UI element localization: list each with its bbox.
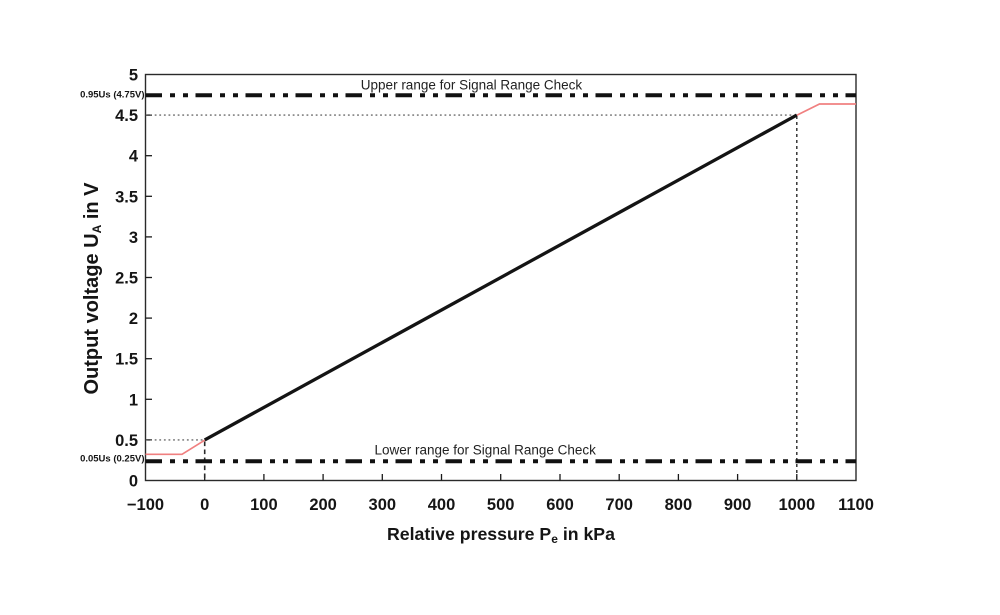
svg-text:800: 800 bbox=[665, 496, 693, 514]
svg-text:1100: 1100 bbox=[838, 496, 874, 514]
svg-text:700: 700 bbox=[605, 496, 633, 514]
svg-text:500: 500 bbox=[487, 496, 515, 514]
svg-text:2: 2 bbox=[129, 310, 138, 328]
svg-text:1.5: 1.5 bbox=[115, 351, 138, 369]
svg-text:0.95Us (4.75V): 0.95Us (4.75V) bbox=[80, 90, 144, 101]
svg-text:300: 300 bbox=[369, 496, 397, 514]
svg-text:1000: 1000 bbox=[778, 496, 815, 514]
svg-text:3.5: 3.5 bbox=[115, 188, 138, 206]
svg-text:Upper range for Signal Range C: Upper range for Signal Range Check bbox=[361, 78, 583, 93]
svg-text:0: 0 bbox=[129, 473, 138, 491]
svg-text:Lower range for Signal Range C: Lower range for Signal Range Check bbox=[375, 443, 597, 458]
svg-text:4: 4 bbox=[129, 148, 139, 166]
svg-text:0.05Us (0.25V): 0.05Us (0.25V) bbox=[80, 453, 144, 464]
svg-text:Relative pressure Pe in kPa: Relative pressure Pe in kPa bbox=[387, 524, 615, 546]
svg-text:200: 200 bbox=[309, 496, 337, 514]
svg-text:2.5: 2.5 bbox=[115, 270, 138, 288]
svg-text:5: 5 bbox=[129, 67, 138, 85]
svg-text:0.5: 0.5 bbox=[115, 432, 138, 450]
svg-text:100: 100 bbox=[250, 496, 278, 514]
svg-text:0: 0 bbox=[200, 496, 209, 514]
svg-text:4.5: 4.5 bbox=[115, 107, 138, 125]
svg-text:900: 900 bbox=[724, 496, 752, 514]
svg-text:−100: −100 bbox=[127, 496, 164, 514]
svg-text:1: 1 bbox=[129, 391, 138, 409]
svg-text:400: 400 bbox=[428, 496, 456, 514]
svg-text:3: 3 bbox=[129, 229, 138, 247]
svg-text:Output voltage UA in V: Output voltage UA in V bbox=[81, 182, 104, 395]
svg-text:600: 600 bbox=[546, 496, 574, 514]
